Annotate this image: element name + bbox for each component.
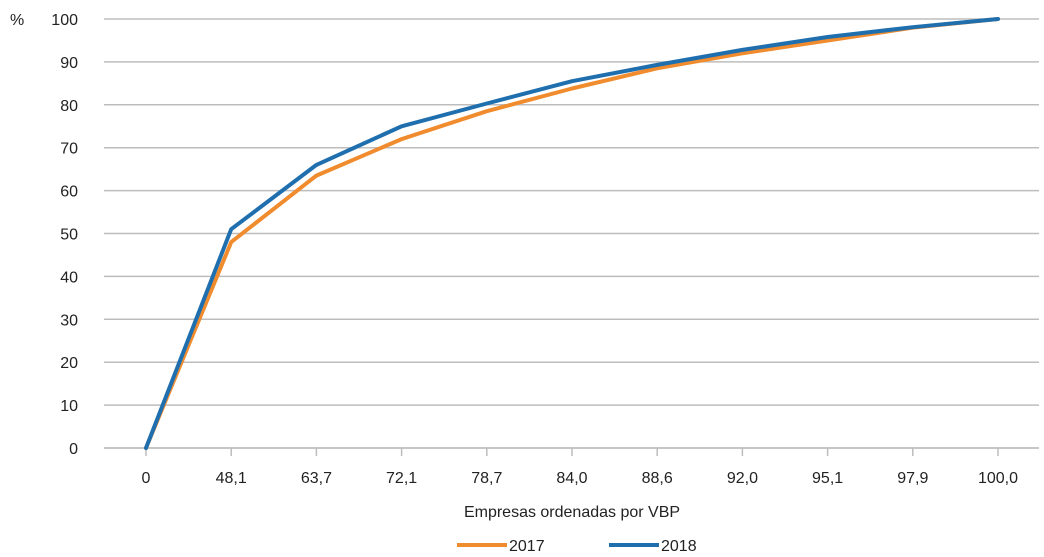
- x-tick-label: 97,9: [897, 470, 928, 487]
- y-axis-title: %: [10, 12, 24, 29]
- x-tick-label: 92,0: [727, 470, 758, 487]
- series-line-2018: [144, 17, 1000, 450]
- y-tick-label: 100: [51, 12, 78, 29]
- x-axis-title: Empresas ordenadas por VBP: [464, 504, 680, 521]
- legend-label-2018: 2018: [661, 538, 697, 555]
- y-tick-label: 50: [60, 227, 78, 244]
- x-tick-label: 84,0: [556, 470, 587, 487]
- series-lines: [144, 17, 1000, 450]
- y-tick-label: 30: [60, 312, 78, 329]
- x-tick-label: 100,0: [978, 470, 1018, 487]
- x-tick-label: 88,6: [642, 470, 673, 487]
- y-tick-label: 80: [60, 98, 78, 115]
- x-tick-label: 95,1: [812, 470, 843, 487]
- y-tick-label: 0: [69, 441, 78, 458]
- x-tick-label: 0: [142, 470, 151, 487]
- y-tick-label: 10: [60, 398, 78, 415]
- gridlines: [104, 18, 1039, 449]
- legend: 2017 2018: [457, 538, 697, 555]
- axes: 0 10 20 30 40 50 60 70 80 90 100 0 48,1 63,7 72,1 78,7 8…: [51, 12, 1039, 487]
- y-tick-label: 70: [60, 141, 78, 158]
- y-tick-label: 90: [60, 55, 78, 72]
- x-tick-label: 78,7: [471, 470, 502, 487]
- series-line-2017: [144, 17, 1000, 450]
- x-tick-label: 63,7: [301, 470, 332, 487]
- y-tick-label: 60: [60, 184, 78, 201]
- y-tick-label: 40: [60, 269, 78, 286]
- x-tick-label: 48,1: [216, 470, 247, 487]
- x-tick-label: 72,1: [386, 470, 417, 487]
- y-tick-label: 20: [60, 355, 78, 372]
- legend-label-2017: 2017: [509, 538, 545, 555]
